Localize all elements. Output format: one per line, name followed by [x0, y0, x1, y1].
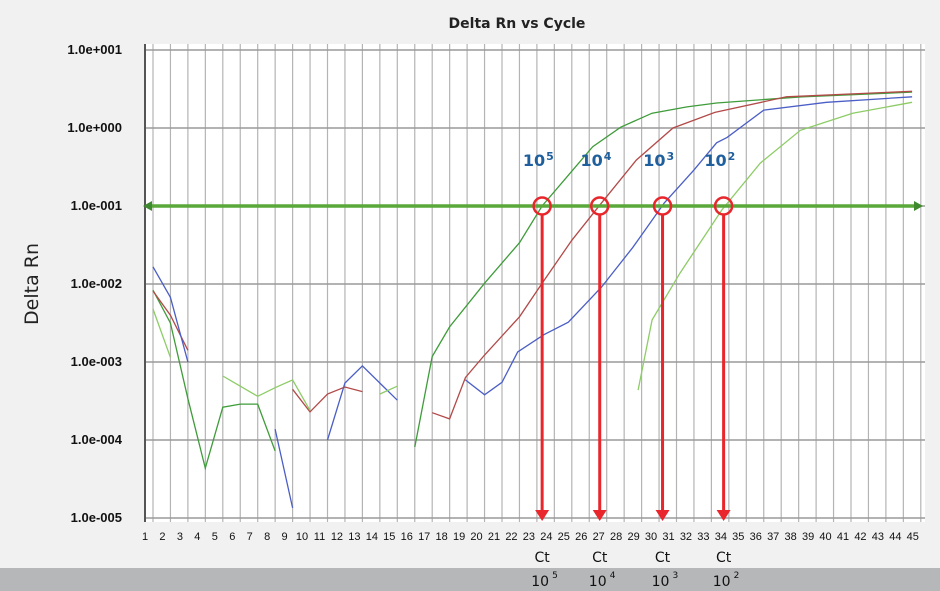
series-label-exponent: 3 — [667, 150, 675, 163]
ct-exponent: 3 — [673, 571, 679, 581]
series-line-3 — [274, 428, 294, 509]
x-tick-label: 34 — [715, 531, 727, 543]
x-tick-label: 25 — [558, 531, 570, 543]
x-tick-label: 36 — [750, 531, 762, 543]
x-tick-label: 35 — [732, 531, 744, 543]
threshold-arrow-left — [143, 201, 152, 211]
ct-circle — [589, 196, 610, 216]
x-tick-label: 42 — [854, 531, 866, 543]
series-line-2 — [222, 375, 311, 411]
series-line-2 — [637, 101, 913, 391]
x-tick-label: 45 — [907, 531, 919, 543]
ct-base: 10 — [713, 574, 731, 590]
y-tick-label: 1.0e-002 — [71, 276, 122, 291]
x-tick-label: 28 — [610, 531, 622, 543]
threshold-arrow-right — [914, 201, 923, 211]
x-tick-label: 30 — [645, 531, 657, 543]
x-tick-label: 23 — [523, 531, 535, 543]
x-tick-label: 19 — [453, 531, 465, 543]
x-tick-label: 41 — [837, 531, 849, 543]
x-tick-label: 9 — [282, 531, 288, 543]
series-label-base: 10 — [523, 151, 545, 170]
ct-arrow-head — [535, 510, 550, 521]
x-tick-label: 7 — [247, 531, 253, 543]
bottom-band — [0, 568, 940, 591]
x-tick-label: 32 — [680, 531, 692, 543]
ct-base: 10 — [589, 574, 607, 590]
series-line-4 — [431, 90, 913, 420]
x-tick-label: 33 — [697, 531, 709, 543]
ct-circle — [713, 196, 734, 216]
x-tick-label: 39 — [802, 531, 814, 543]
x-tick-label: 37 — [767, 531, 779, 543]
ct-circle — [532, 196, 552, 216]
series-line-3 — [465, 96, 913, 396]
ct-exponent: 2 — [734, 571, 740, 581]
plot-area — [145, 44, 925, 522]
series-line-2 — [379, 385, 398, 395]
x-tick-label: 16 — [401, 531, 413, 543]
y-tick-label: 1.0e-001 — [71, 198, 122, 213]
ct-base: 10 — [652, 574, 670, 590]
series-line-4 — [292, 386, 363, 413]
x-tick-label: 5 — [212, 531, 218, 543]
series-line-5 — [414, 91, 913, 448]
y-axis-label: Delta Rn — [21, 243, 43, 325]
x-tick-label: 27 — [593, 531, 605, 543]
x-tick-label: 8 — [264, 531, 270, 543]
x-tick-label: 4 — [194, 531, 200, 543]
ct-label: Ct — [655, 550, 671, 566]
x-tick-label: 38 — [785, 531, 797, 543]
x-tick-label: 31 — [662, 531, 674, 543]
x-tick-label: 1 — [142, 531, 148, 543]
series-label-base: 10 — [643, 151, 665, 170]
ct-label: Ct — [535, 550, 551, 566]
series-line-5 — [152, 289, 276, 471]
x-tick-label: 15 — [383, 531, 395, 543]
series-label-exponent: 2 — [728, 150, 736, 163]
x-tick-label: 11 — [314, 531, 325, 543]
series-line-2 — [152, 308, 172, 358]
chart-title: Delta Rn vs Cycle — [449, 16, 586, 32]
x-tick-label: 44 — [889, 531, 901, 543]
x-tick-label: 22 — [505, 531, 517, 543]
x-tick-label: 26 — [575, 531, 587, 543]
x-tick-label: 24 — [540, 531, 552, 543]
series-line-3 — [152, 266, 189, 363]
ct-exponent: 5 — [552, 571, 558, 581]
y-tick-label: 1.0e+000 — [67, 120, 122, 135]
y-tick-label: 1.0e+001 — [67, 42, 122, 57]
y-tick-label: 1.0e-004 — [71, 432, 123, 447]
ct-label: Ct — [592, 550, 608, 566]
x-tick-label: 20 — [470, 531, 482, 543]
x-tick-label: 40 — [819, 531, 831, 543]
ct-arrow-head — [716, 510, 731, 521]
x-tick-label: 18 — [436, 531, 448, 543]
x-tick-label: 12 — [331, 531, 343, 543]
x-tick-label: 14 — [366, 531, 378, 543]
ct-arrow-head — [592, 510, 607, 521]
ct-label: Ct — [716, 550, 732, 566]
y-tick-label: 1.0e-005 — [71, 510, 122, 525]
series-label-exponent: 5 — [546, 150, 554, 163]
x-tick-label: 29 — [627, 531, 639, 543]
x-tick-label: 3 — [177, 531, 183, 543]
series-label-base: 10 — [704, 151, 726, 170]
x-tick-label: 21 — [488, 531, 500, 543]
series-label-exponent: 4 — [604, 150, 612, 163]
y-tick-label: 1.0e-003 — [71, 354, 122, 369]
x-tick-label: 2 — [159, 531, 165, 543]
series-line-3 — [326, 364, 398, 441]
x-tick-label: 13 — [348, 531, 360, 543]
x-tick-label: 6 — [229, 531, 235, 543]
x-tick-label: 43 — [872, 531, 884, 543]
ct-exponent: 4 — [610, 571, 616, 581]
x-tick-label: 17 — [418, 531, 430, 543]
series-label-base: 10 — [580, 151, 602, 170]
x-tick-label: 10 — [296, 531, 308, 543]
ct-arrow-head — [655, 510, 670, 521]
ct-circle — [652, 196, 673, 216]
ct-base: 10 — [531, 574, 549, 590]
